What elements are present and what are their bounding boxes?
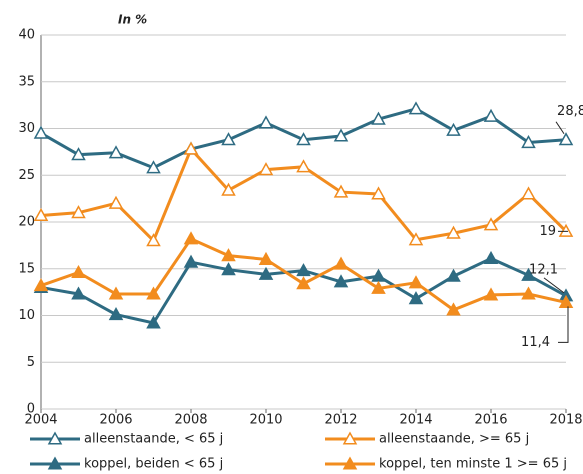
marker bbox=[146, 286, 161, 300]
marker bbox=[483, 217, 499, 231]
x-tick-label: 2014 bbox=[399, 413, 432, 428]
marker bbox=[446, 122, 461, 136]
marker bbox=[558, 132, 574, 146]
y-tick-label: 15 bbox=[18, 261, 35, 276]
marker bbox=[221, 132, 236, 146]
y-tick-label: 25 bbox=[18, 168, 35, 183]
marker bbox=[258, 251, 274, 265]
marker bbox=[33, 125, 49, 139]
marker bbox=[71, 264, 86, 279]
marker bbox=[33, 278, 49, 292]
marker bbox=[183, 231, 199, 245]
legend-label: koppel, ten minste 1 >= 65 j bbox=[379, 457, 567, 472]
legend-marker bbox=[342, 431, 358, 445]
marker bbox=[408, 291, 424, 305]
marker bbox=[558, 294, 574, 308]
marker bbox=[71, 205, 86, 219]
marker bbox=[521, 286, 536, 300]
legend-marker bbox=[342, 456, 358, 470]
marker bbox=[258, 162, 274, 176]
legend-label: koppel, beiden < 65 j bbox=[84, 457, 223, 472]
marker bbox=[108, 286, 124, 300]
marker bbox=[71, 286, 86, 300]
marker bbox=[483, 250, 499, 265]
data-label: 19 bbox=[539, 224, 556, 239]
marker bbox=[108, 195, 124, 209]
marker bbox=[333, 256, 349, 270]
chart-subtitle: In % bbox=[118, 13, 147, 27]
marker bbox=[521, 186, 536, 200]
x-tick-label: 2006 bbox=[99, 413, 132, 428]
marker bbox=[183, 141, 199, 155]
x-tick-label: 2010 bbox=[249, 413, 282, 428]
marker bbox=[446, 225, 461, 239]
x-tick-label: 2008 bbox=[174, 413, 207, 428]
marker bbox=[333, 128, 349, 142]
marker bbox=[296, 132, 311, 146]
x-tick-label: 2012 bbox=[324, 413, 357, 428]
y-tick-label: 5 bbox=[27, 355, 35, 370]
marker bbox=[446, 302, 461, 316]
marker bbox=[521, 134, 536, 149]
legend-marker bbox=[47, 456, 63, 470]
y-tick-label: 20 bbox=[18, 215, 35, 230]
marker bbox=[33, 207, 49, 222]
marker bbox=[258, 266, 274, 280]
leader-line bbox=[555, 121, 565, 134]
marker bbox=[408, 232, 424, 246]
marker bbox=[183, 254, 199, 268]
legend-marker bbox=[47, 431, 63, 445]
marker bbox=[371, 111, 386, 125]
marker bbox=[221, 248, 236, 262]
marker bbox=[371, 280, 386, 294]
data-label: 11,4 bbox=[521, 335, 550, 350]
y-tick-label: 30 bbox=[18, 121, 35, 136]
x-tick-label: 2018 bbox=[549, 413, 582, 428]
y-tick-label: 35 bbox=[18, 74, 35, 89]
marker bbox=[108, 307, 124, 321]
marker bbox=[483, 287, 499, 301]
marker bbox=[146, 233, 161, 247]
legend-label: alleenstaande, >= 65 j bbox=[379, 432, 529, 447]
marker bbox=[521, 267, 536, 281]
leader-line bbox=[558, 306, 569, 343]
marker bbox=[483, 108, 499, 122]
marker bbox=[333, 274, 349, 288]
marker bbox=[146, 315, 161, 329]
marker bbox=[408, 101, 424, 115]
marker bbox=[296, 159, 311, 173]
marker bbox=[333, 184, 349, 198]
marker bbox=[258, 115, 274, 129]
marker bbox=[108, 145, 124, 159]
data-label: 12,1 bbox=[529, 262, 558, 277]
x-tick-label: 2004 bbox=[24, 413, 57, 428]
marker bbox=[221, 182, 236, 196]
marker bbox=[71, 147, 86, 161]
x-tick-label: 2016 bbox=[474, 413, 507, 428]
y-tick-label: 0 bbox=[27, 402, 35, 417]
legend-label: alleenstaande, < 65 j bbox=[84, 432, 223, 447]
marker bbox=[371, 186, 386, 200]
marker bbox=[221, 262, 236, 276]
data-label: 28,8 bbox=[557, 104, 583, 119]
marker bbox=[296, 276, 311, 290]
marker bbox=[558, 223, 574, 237]
y-tick-label: 40 bbox=[18, 28, 35, 43]
marker bbox=[408, 275, 424, 289]
y-tick-label: 10 bbox=[18, 308, 35, 323]
marker bbox=[296, 263, 311, 277]
marker bbox=[146, 160, 161, 174]
marker bbox=[446, 268, 461, 282]
leader-line bbox=[543, 277, 565, 294]
